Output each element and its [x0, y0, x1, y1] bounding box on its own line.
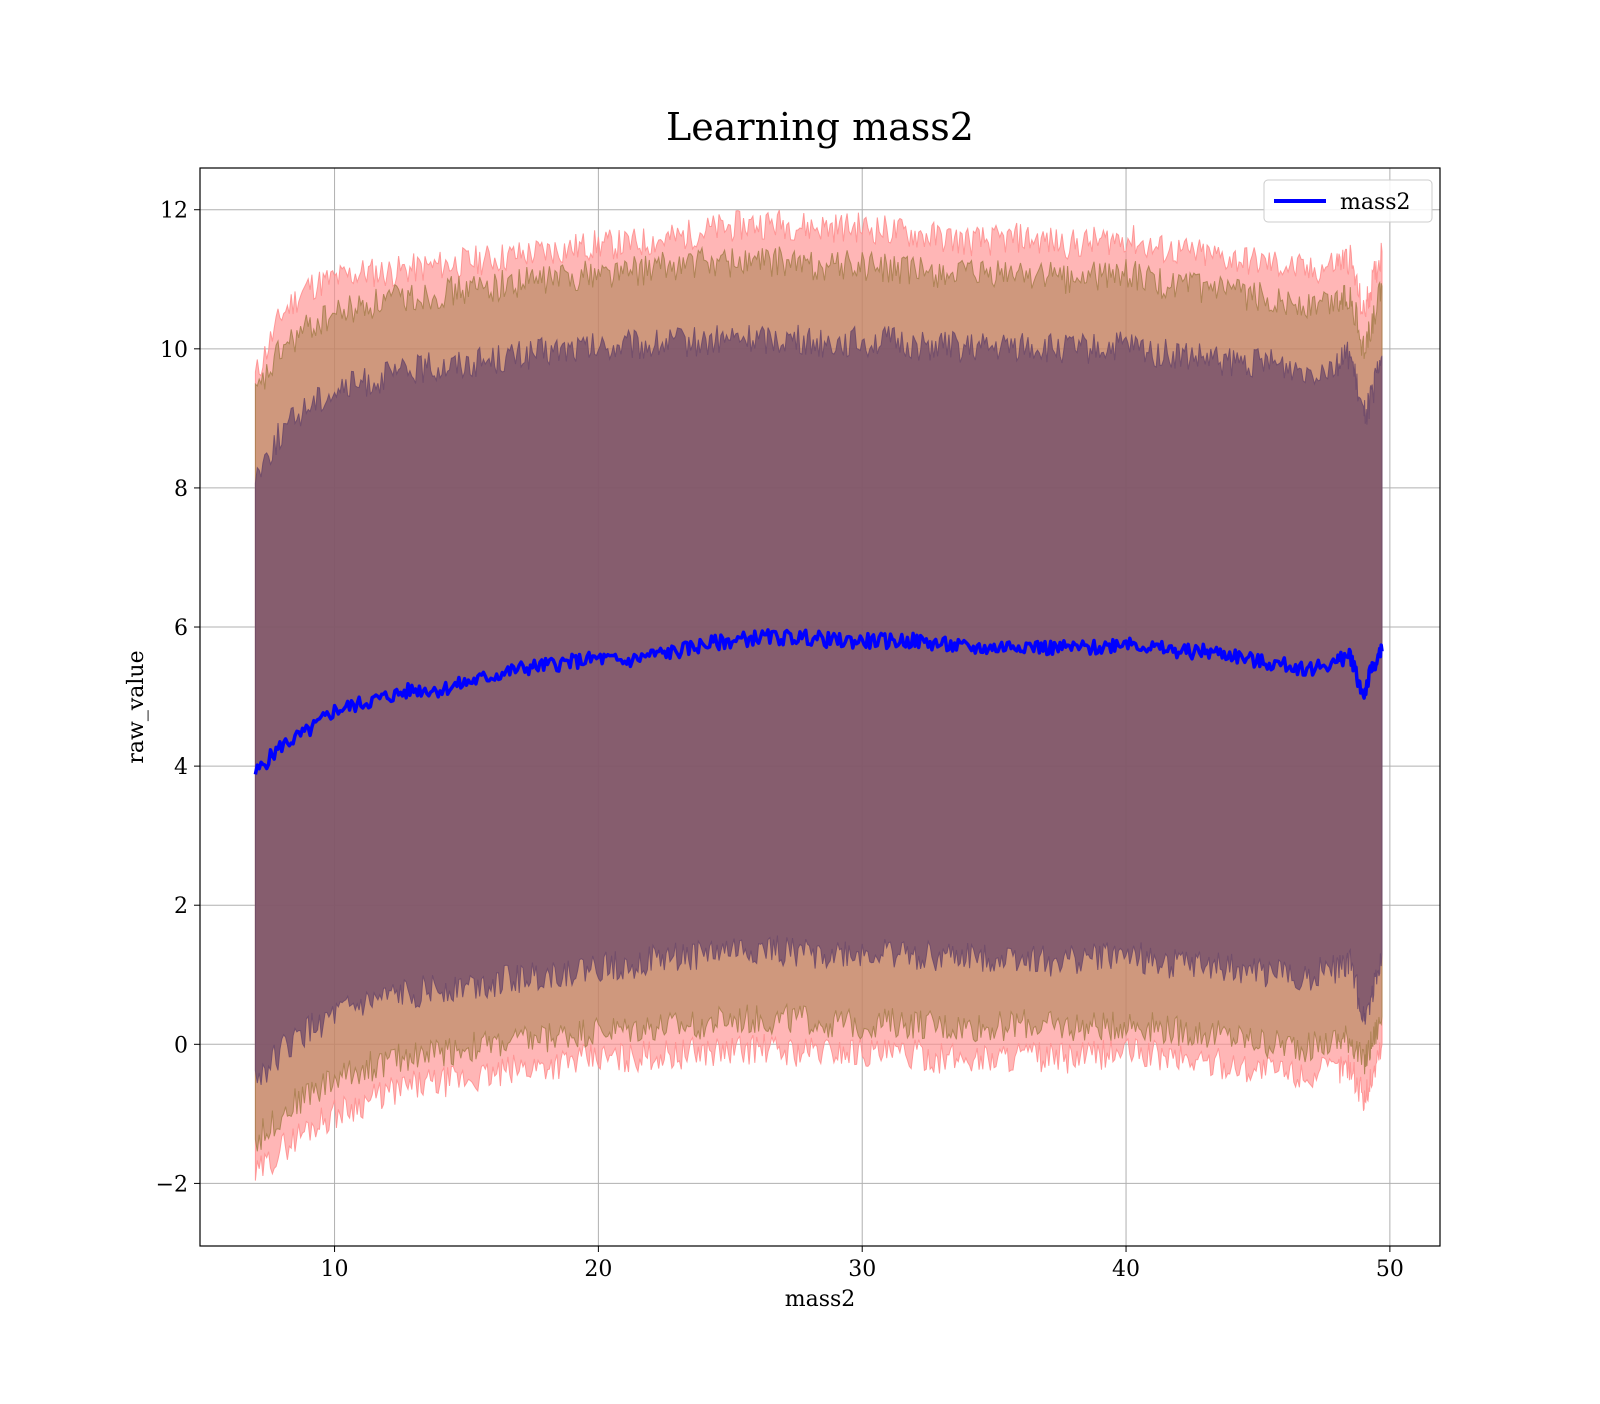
- y-tick-label: 6: [174, 616, 188, 641]
- y-tick-label: 8: [174, 477, 188, 502]
- plot-frame: [199, 167, 1441, 1247]
- line-layer: [253, 628, 1384, 775]
- x-tick-label: 50: [1376, 1257, 1404, 1282]
- y-tick-label: 4: [174, 755, 188, 780]
- y-tick-label: 12: [160, 199, 188, 224]
- x-tick-label: 10: [321, 1257, 349, 1282]
- series-line-mass2: [253, 628, 1384, 775]
- y-tick-label: 2: [174, 894, 188, 919]
- band-inner: [254, 324, 1383, 1085]
- chart-title: Learning mass2: [666, 105, 974, 149]
- x-tick-label: 40: [1112, 1257, 1140, 1282]
- y-tick-label: 10: [160, 338, 188, 363]
- y-tick-label: −2: [156, 1172, 188, 1197]
- tick-layer: 10 20 30 40 50 −2 0 2 4 6 8 10 12: [156, 199, 1404, 1282]
- x-tick-label: 20: [584, 1257, 612, 1282]
- legend: mass2: [1263, 179, 1433, 223]
- legend-label-mass2: mass2: [1340, 190, 1411, 215]
- legend-box: [1263, 179, 1433, 223]
- y-tick-label: 0: [174, 1033, 188, 1058]
- x-tick-label: 30: [848, 1257, 876, 1282]
- x-axis-title: mass2: [785, 1287, 856, 1312]
- y-axis-title: raw_value: [124, 650, 149, 763]
- band-layer: [254, 209, 1383, 1181]
